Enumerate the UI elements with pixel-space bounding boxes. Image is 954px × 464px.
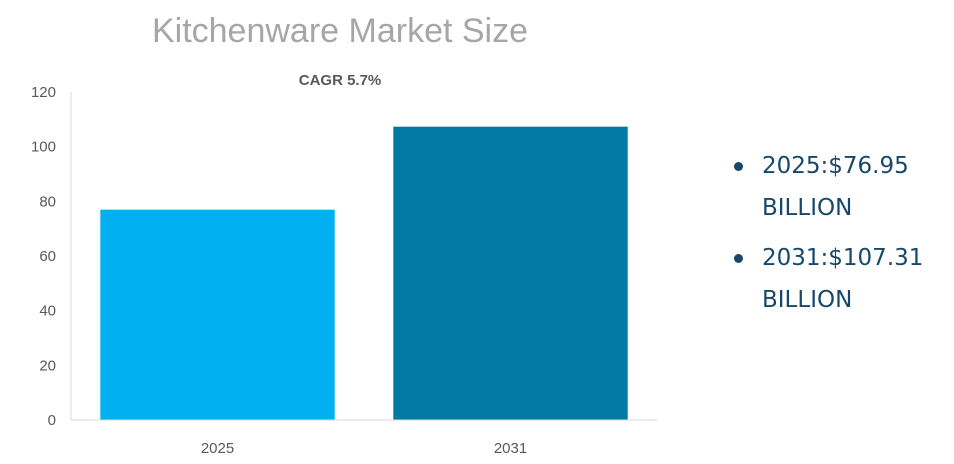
bar-2031 — [393, 126, 628, 420]
bullet-icon — [734, 162, 743, 171]
note-item: 2025:$76.95 BILLION — [730, 145, 952, 229]
x-tick-label: 2031 — [494, 440, 527, 457]
y-tick-label: 80 — [39, 193, 56, 210]
y-tick-label: 60 — [39, 248, 56, 265]
y-tick-label: 0 — [48, 412, 56, 429]
chart-subtitle: CAGR 5.7% — [298, 72, 382, 89]
y-tick-label: 100 — [31, 139, 56, 156]
y-tick-label: 120 — [31, 84, 56, 101]
bar-chart: 0 20 40 60 80 100 120 2025 2031 — [31, 84, 657, 457]
y-tick-label: 40 — [39, 303, 56, 320]
y-tick-label: 20 — [39, 357, 56, 374]
note-item: 2031:$107.31 BILLION — [730, 237, 952, 321]
x-tick-label: 2025 — [201, 440, 234, 457]
bar-2025 — [100, 209, 335, 420]
chart-title: Kitchenware Market Size — [151, 12, 529, 50]
bullet-icon — [734, 254, 743, 263]
note-text: 2031:$107.31 BILLION — [762, 245, 924, 313]
note-text: 2025:$76.95 BILLION — [762, 153, 909, 221]
value-notes: 2025:$76.95 BILLION 2031:$107.31 BILLION — [730, 145, 952, 329]
